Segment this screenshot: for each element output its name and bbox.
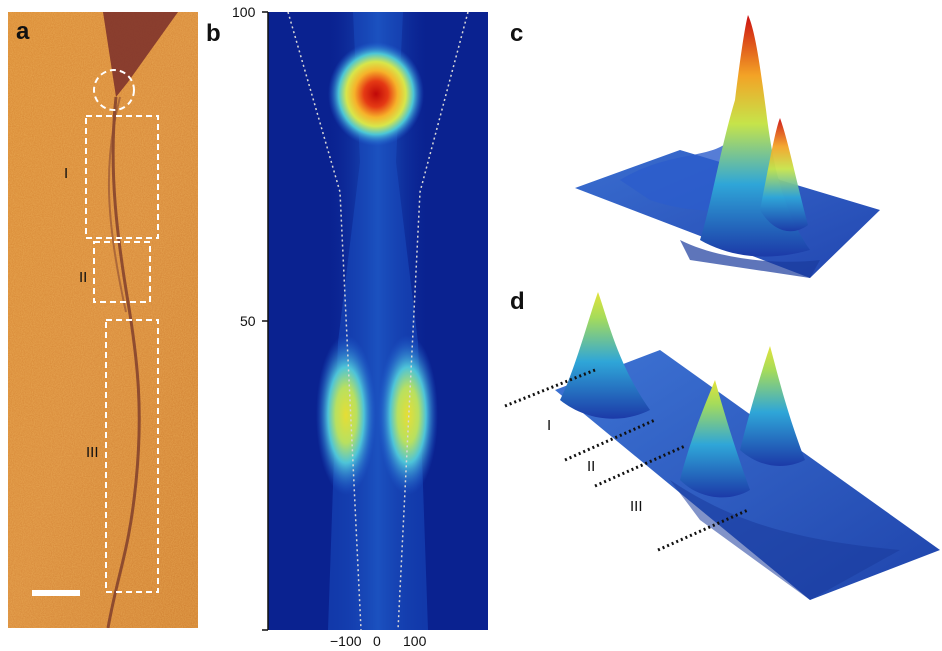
x-tick-neg100: −100 (330, 633, 362, 649)
panel-a-label: a (16, 18, 30, 45)
panel-b-axes (262, 11, 269, 631)
x-tick-0: 0 (373, 633, 381, 649)
panel-d-surface (504, 292, 940, 600)
panel-b-heatmap (268, 12, 488, 630)
x-tick-100: 100 (403, 633, 427, 649)
panel-c-label: c (510, 20, 524, 47)
panel-a-micrograph (8, 12, 198, 628)
panel-d-label: d (510, 288, 525, 315)
y-tick-100: 100 (232, 4, 256, 20)
region-label-i-d: I (547, 417, 552, 434)
region-label-ii-d: II (587, 458, 596, 475)
region-label-i-a: I (64, 165, 69, 182)
region-label-iii-d: III (630, 498, 643, 515)
region-label-iii-a: III (86, 444, 99, 461)
region-label-ii-a: II (79, 269, 88, 286)
y-tick-50: 50 (240, 313, 256, 329)
panel-c-surface (575, 15, 880, 278)
scale-bar (32, 590, 80, 596)
panel-b-label: b (206, 20, 221, 47)
